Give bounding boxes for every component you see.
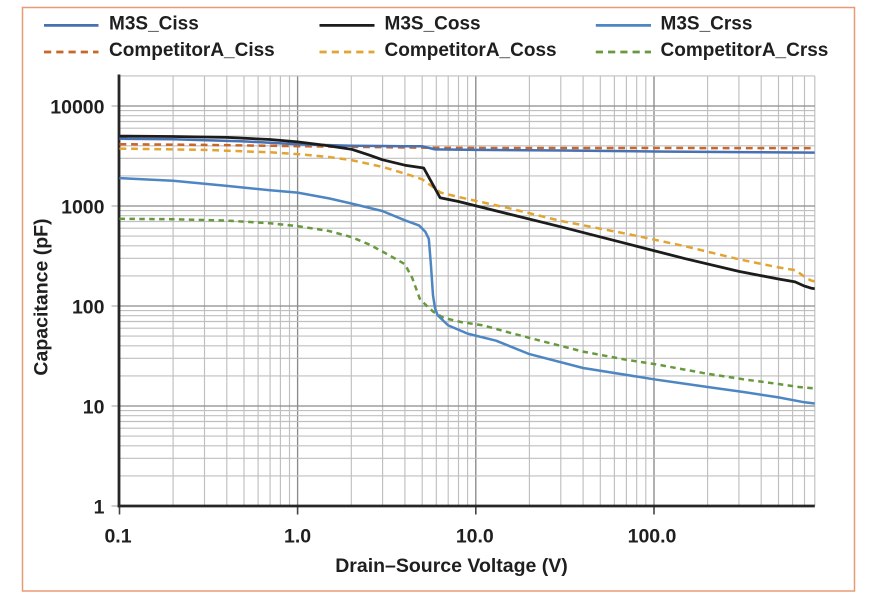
svg-text:10: 10 bbox=[83, 397, 105, 419]
svg-text:1000: 1000 bbox=[61, 197, 105, 219]
svg-text:100.0: 100.0 bbox=[628, 525, 677, 547]
svg-text:100: 100 bbox=[72, 297, 105, 319]
svg-text:0.1: 0.1 bbox=[104, 525, 131, 547]
svg-text:M3S_Coss: M3S_Coss bbox=[385, 14, 481, 35]
svg-text:CompetitorA_Crss: CompetitorA_Crss bbox=[661, 40, 829, 61]
svg-text:M3S_Crss: M3S_Crss bbox=[661, 14, 753, 35]
svg-text:M3S_Ciss: M3S_Ciss bbox=[109, 14, 199, 35]
svg-text:10000: 10000 bbox=[50, 97, 104, 119]
svg-text:Drain–Source Voltage (V): Drain–Source Voltage (V) bbox=[335, 555, 568, 577]
svg-text:Capacitance (pF): Capacitance (pF) bbox=[31, 218, 53, 375]
svg-text:CompetitorA_Ciss: CompetitorA_Ciss bbox=[109, 40, 275, 61]
svg-text:10.0: 10.0 bbox=[456, 525, 494, 547]
svg-text:CompetitorA_Coss: CompetitorA_Coss bbox=[385, 40, 557, 61]
svg-text:1: 1 bbox=[94, 497, 105, 519]
svg-text:1.0: 1.0 bbox=[284, 525, 311, 547]
